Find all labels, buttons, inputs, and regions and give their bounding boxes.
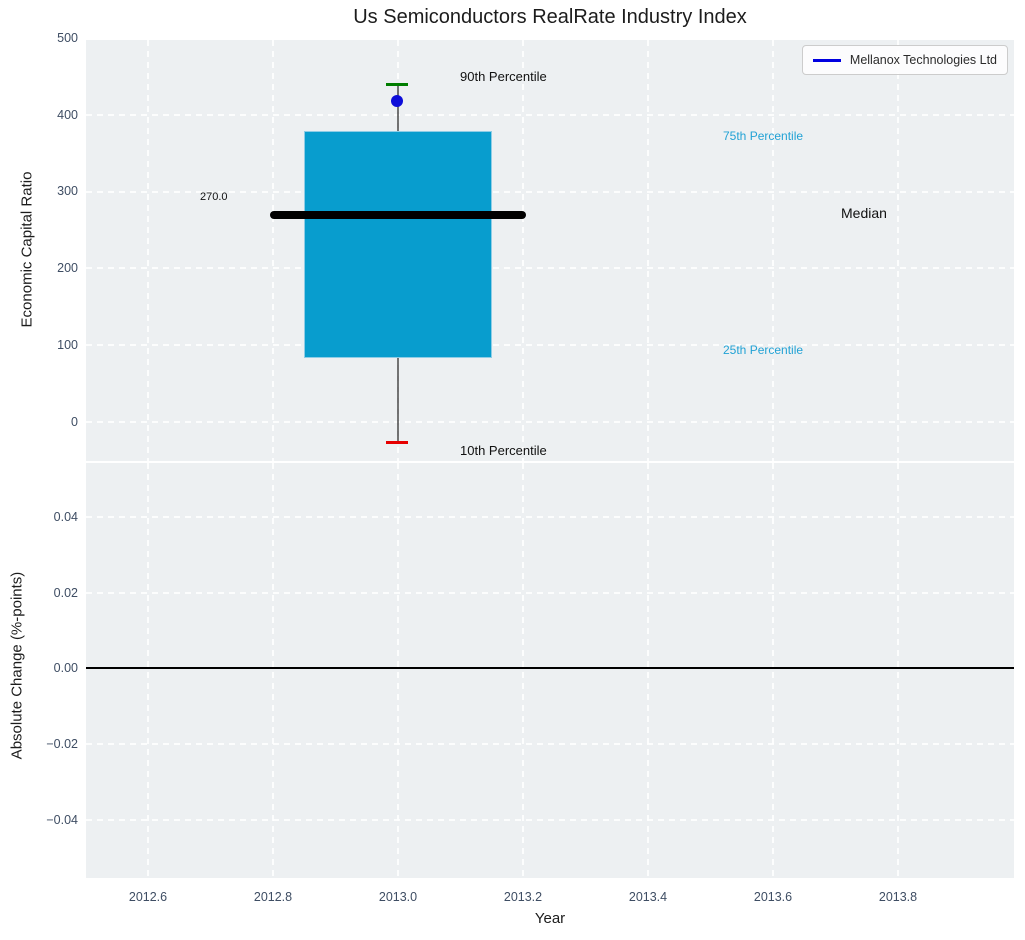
gridline [86, 592, 1014, 594]
annotation-90th-percentile: 90th Percentile [460, 69, 547, 84]
x-axis-label: Year [534, 910, 566, 927]
legend-line-sample [812, 58, 841, 62]
annotation-75th-percentile: 75th Percentile [723, 129, 804, 143]
y-tick-label: 100 [57, 338, 78, 352]
y-tick-label: 0.02 [53, 586, 78, 600]
legend-label: Mellanox Technologies Ltd [849, 53, 997, 67]
gridline [522, 463, 524, 878]
y-tick-label: −0.02 [46, 737, 78, 751]
x-tick-label: 2013.0 [378, 890, 418, 904]
x-tick-label: 2013.2 [503, 890, 543, 904]
gridline [86, 819, 1014, 821]
y-tick-label: 0 [71, 415, 78, 429]
gridline [86, 344, 1014, 346]
y-tick-label: 0.00 [53, 661, 78, 675]
annotation-25th-percentile: 25th Percentile [723, 343, 804, 357]
x-tick-label: 2012.8 [253, 890, 293, 904]
gridline [86, 743, 1014, 745]
gridline [647, 40, 649, 461]
company-marker-dot [391, 95, 403, 107]
y-tick-label: 500 [57, 31, 78, 45]
gridline [772, 463, 774, 878]
boxplot-box [304, 131, 492, 358]
median-value-label: 270.0 [200, 191, 228, 203]
gridline [147, 463, 149, 878]
median-line [270, 211, 526, 219]
gridline [86, 267, 1014, 269]
bottom-subplot [86, 463, 1014, 878]
cap-90th-percentile [386, 83, 408, 86]
gridline [86, 114, 1014, 116]
x-tick-label: 2013.8 [878, 890, 918, 904]
y-tick-label: −0.04 [46, 813, 78, 827]
gridline [147, 40, 149, 461]
top-subplot: 90th Percentile 75th Percentile Median 2… [86, 40, 1014, 461]
gridline [897, 40, 899, 461]
y-axis-label-bottom: Absolute Change (%-points) [8, 571, 26, 760]
y-tick-label: 300 [57, 184, 78, 198]
gridline [522, 40, 524, 461]
gridline [272, 463, 274, 878]
y-axis-label-top: Economic Capital Ratio [18, 171, 36, 328]
y-tick-label: 200 [57, 261, 78, 275]
gridline [397, 463, 399, 878]
gridline [86, 191, 1014, 193]
x-tick-label: 2013.6 [753, 890, 793, 904]
gridline [897, 463, 899, 878]
x-tick-label: 2012.6 [128, 890, 168, 904]
x-tick-label: 2013.4 [628, 890, 668, 904]
gridline [272, 40, 274, 461]
y-tick-label: 400 [57, 108, 78, 122]
gridline [772, 40, 774, 461]
legend: Mellanox Technologies Ltd [801, 45, 1008, 75]
gridline [86, 421, 1014, 423]
gridline [647, 463, 649, 878]
cap-10th-percentile [386, 441, 408, 444]
annotation-median: Median [841, 205, 887, 221]
annotation-10th-percentile: 10th Percentile [460, 443, 547, 458]
gridline [86, 516, 1014, 518]
chart-title: Us Semiconductors RealRate Industry Inde… [353, 6, 747, 28]
zero-change-line [86, 667, 1014, 669]
y-tick-label: 0.04 [53, 510, 78, 524]
